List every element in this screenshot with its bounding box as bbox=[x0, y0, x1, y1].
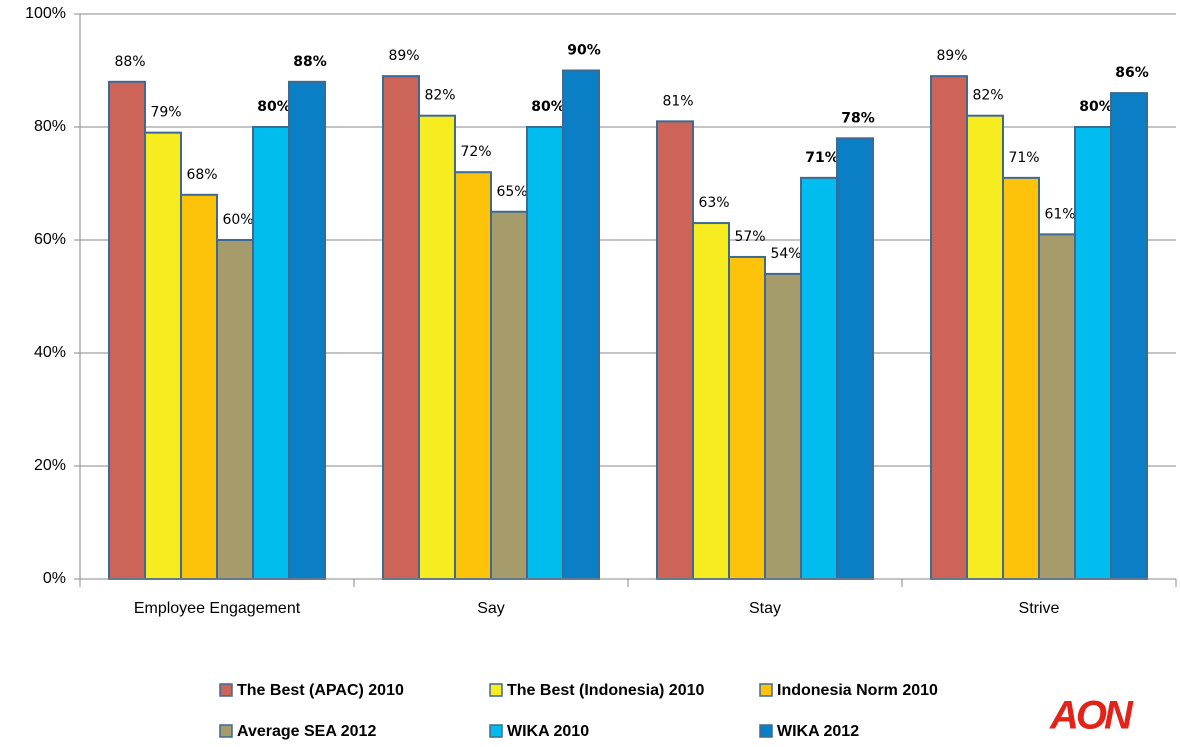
value-label: 89% bbox=[936, 48, 967, 64]
value-label: 68% bbox=[186, 167, 217, 183]
bar bbox=[216, 239, 254, 580]
bar bbox=[966, 114, 1004, 580]
logo: AON bbox=[1049, 694, 1134, 738]
value-label: 82% bbox=[424, 88, 455, 104]
bar bbox=[656, 120, 694, 580]
value-label: 78% bbox=[841, 110, 875, 126]
bar bbox=[692, 222, 730, 581]
bar bbox=[930, 75, 968, 581]
bar bbox=[1110, 92, 1148, 580]
value-label: 57% bbox=[734, 229, 765, 245]
bar bbox=[526, 126, 564, 580]
bar bbox=[1038, 233, 1076, 580]
value-label: 61% bbox=[1044, 206, 1075, 222]
bar bbox=[180, 193, 218, 581]
value-label: 88% bbox=[293, 54, 327, 70]
x-tick-label: Stay bbox=[749, 600, 781, 617]
y-tick-label: 100% bbox=[25, 5, 66, 22]
bar bbox=[382, 75, 420, 581]
value-label: 79% bbox=[150, 105, 181, 121]
value-label: 60% bbox=[222, 212, 253, 228]
bar bbox=[836, 137, 874, 581]
value-label: 80% bbox=[1079, 99, 1113, 115]
legend-label: The Best (APAC) 2010 bbox=[237, 682, 404, 699]
legend-swatch bbox=[759, 724, 773, 738]
value-label: 82% bbox=[972, 88, 1003, 104]
legend-swatch bbox=[759, 683, 773, 697]
bar bbox=[108, 80, 146, 581]
x-tick-label: Strive bbox=[1019, 600, 1060, 617]
value-label: 72% bbox=[460, 144, 491, 160]
value-label: 81% bbox=[662, 93, 693, 109]
legend-label: Indonesia Norm 2010 bbox=[777, 682, 938, 699]
legend-swatch bbox=[489, 683, 503, 697]
y-tick-label: 40% bbox=[34, 344, 66, 361]
bar bbox=[1002, 176, 1040, 580]
x-tick-label: Employee Engagement bbox=[134, 600, 301, 617]
value-label: 86% bbox=[1115, 65, 1149, 81]
legend-label: WIKA 2010 bbox=[507, 723, 589, 740]
value-label: 88% bbox=[114, 54, 145, 70]
y-tick-label: 80% bbox=[34, 118, 66, 135]
value-label: 80% bbox=[531, 99, 565, 115]
y-tick-label: 20% bbox=[34, 457, 66, 474]
value-label: 90% bbox=[567, 43, 601, 59]
bar bbox=[418, 114, 456, 580]
bar bbox=[490, 210, 528, 580]
bar bbox=[454, 171, 492, 580]
bar bbox=[562, 69, 600, 580]
bar bbox=[144, 131, 182, 580]
legend-swatch bbox=[489, 724, 503, 738]
value-label: 71% bbox=[1008, 150, 1039, 166]
bar bbox=[800, 176, 838, 580]
value-label: 65% bbox=[496, 184, 527, 200]
legend-label: Average SEA 2012 bbox=[237, 723, 376, 740]
legend-swatch bbox=[219, 724, 233, 738]
value-label: 54% bbox=[770, 246, 801, 262]
legend-label: The Best (Indonesia) 2010 bbox=[507, 682, 704, 699]
y-tick-label: 0% bbox=[43, 570, 66, 587]
bar bbox=[288, 80, 326, 581]
value-label: 71% bbox=[805, 150, 839, 166]
legend-label: WIKA 2012 bbox=[777, 723, 859, 740]
value-label: 80% bbox=[257, 99, 291, 115]
x-tick-label: Say bbox=[477, 600, 505, 617]
bar bbox=[1074, 126, 1112, 580]
bar bbox=[728, 255, 766, 580]
value-label: 89% bbox=[388, 48, 419, 64]
legend-swatch bbox=[219, 683, 233, 697]
bar bbox=[252, 126, 290, 580]
bar bbox=[764, 272, 802, 580]
y-tick-label: 60% bbox=[34, 231, 66, 248]
value-label: 63% bbox=[698, 195, 729, 211]
